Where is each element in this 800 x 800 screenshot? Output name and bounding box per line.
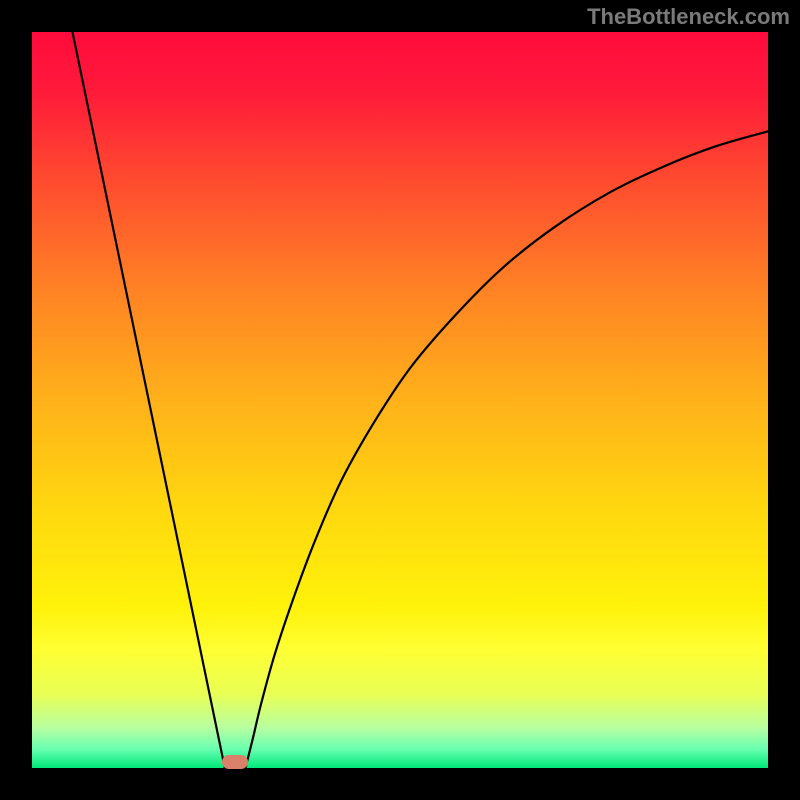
- optimal-marker: [222, 755, 248, 769]
- bottleneck-chart: [32, 32, 768, 768]
- chart-background: [32, 32, 768, 768]
- optimal-marker-pill: [222, 755, 248, 769]
- watermark-text: TheBottleneck.com: [587, 4, 790, 30]
